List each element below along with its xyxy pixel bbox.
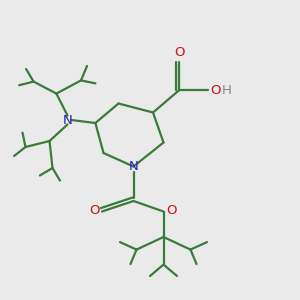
Text: N: N — [129, 160, 138, 173]
Text: O: O — [174, 46, 185, 59]
Text: N: N — [63, 113, 72, 127]
Text: O: O — [89, 203, 100, 217]
Text: O: O — [210, 83, 220, 97]
Text: H: H — [222, 83, 231, 97]
Text: O: O — [166, 203, 176, 217]
